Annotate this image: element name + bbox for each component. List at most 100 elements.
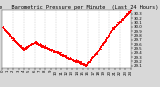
Point: [28, 45, 30, 46]
Point: [48, 49, 50, 50]
Point: [92, 57, 94, 58]
Point: [52, 52, 55, 53]
Point: [114, 26, 116, 27]
Point: [67, 56, 69, 57]
Point: [29, 43, 32, 45]
Point: [8, 34, 11, 36]
Point: [51, 50, 54, 51]
Point: [120, 20, 122, 22]
Point: [129, 10, 131, 11]
Point: [96, 51, 99, 52]
Point: [99, 46, 102, 48]
Point: [42, 47, 45, 48]
Point: [98, 48, 100, 50]
Point: [94, 52, 96, 54]
Point: [34, 41, 37, 43]
Point: [71, 59, 73, 60]
Point: [35, 43, 38, 44]
Point: [120, 19, 123, 20]
Point: [33, 42, 36, 43]
Point: [100, 44, 103, 46]
Point: [106, 36, 109, 38]
Point: [61, 56, 63, 57]
Point: [100, 46, 102, 47]
Point: [11, 38, 14, 39]
Point: [96, 51, 99, 52]
Point: [111, 27, 114, 29]
Point: [71, 58, 73, 60]
Point: [43, 46, 45, 47]
Point: [91, 58, 93, 59]
Point: [63, 56, 65, 57]
Point: [35, 43, 38, 44]
Point: [40, 44, 42, 46]
Point: [94, 52, 97, 54]
Point: [66, 57, 69, 58]
Point: [120, 19, 122, 21]
Point: [76, 61, 79, 62]
Point: [44, 47, 47, 48]
Point: [24, 46, 27, 48]
Point: [42, 46, 45, 48]
Point: [28, 45, 30, 47]
Point: [49, 49, 51, 50]
Point: [39, 44, 42, 45]
Point: [86, 62, 89, 63]
Point: [22, 49, 25, 51]
Point: [111, 27, 114, 28]
Point: [49, 49, 52, 50]
Point: [2, 27, 5, 29]
Point: [99, 46, 102, 47]
Point: [52, 51, 54, 52]
Point: [91, 56, 93, 58]
Point: [12, 38, 14, 39]
Point: [54, 51, 57, 52]
Point: [87, 60, 90, 62]
Point: [75, 61, 78, 62]
Point: [21, 46, 23, 47]
Point: [118, 20, 121, 22]
Point: [55, 50, 57, 52]
Point: [33, 42, 36, 43]
Point: [36, 44, 39, 45]
Point: [26, 47, 28, 48]
Point: [96, 51, 99, 53]
Point: [89, 58, 92, 60]
Point: [108, 35, 110, 36]
Point: [64, 56, 67, 57]
Point: [124, 13, 127, 15]
Point: [52, 50, 55, 52]
Point: [27, 45, 29, 46]
Point: [22, 48, 25, 49]
Point: [31, 42, 34, 44]
Point: [17, 44, 20, 45]
Point: [58, 53, 61, 55]
Point: [74, 59, 77, 61]
Point: [116, 23, 118, 24]
Point: [14, 39, 16, 41]
Point: [108, 33, 110, 34]
Point: [17, 43, 19, 44]
Point: [97, 49, 100, 51]
Point: [117, 23, 120, 24]
Point: [69, 58, 71, 59]
Point: [104, 40, 107, 41]
Point: [77, 62, 79, 63]
Point: [50, 48, 53, 50]
Point: [59, 55, 61, 56]
Point: [4, 28, 7, 30]
Point: [33, 41, 36, 42]
Point: [79, 63, 81, 64]
Point: [78, 61, 81, 62]
Point: [93, 55, 95, 57]
Point: [20, 44, 22, 45]
Point: [62, 55, 65, 56]
Point: [94, 54, 96, 55]
Point: [31, 43, 33, 45]
Point: [84, 65, 87, 66]
Point: [30, 43, 32, 45]
Point: [126, 13, 129, 15]
Point: [58, 53, 60, 54]
Point: [95, 51, 98, 52]
Point: [93, 55, 95, 56]
